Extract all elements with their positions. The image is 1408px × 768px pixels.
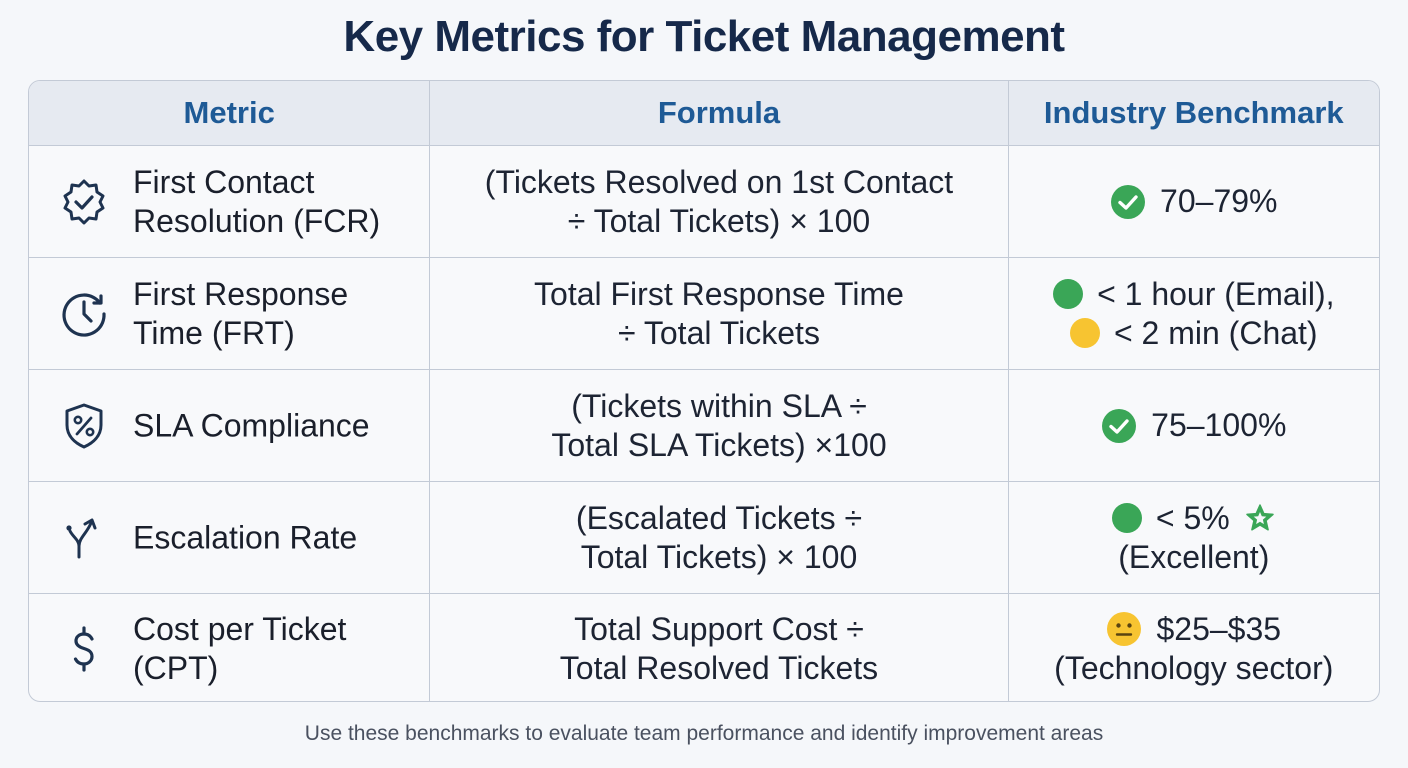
benchmark-cell: 75–100% <box>1009 370 1379 481</box>
benchmark-value: < 5% <box>1155 499 1230 536</box>
formula-text: (Escalated Tickets ÷ Total Tickets) × 10… <box>575 499 863 575</box>
formula-text: (Tickets within SLA ÷ Total SLA Tickets)… <box>551 387 887 463</box>
green-status-dot <box>1053 279 1084 309</box>
metric-cell: First Response Time (FRT) <box>29 258 431 369</box>
benchmark-value: $25–$35 <box>1156 610 1282 647</box>
table-header-row: Metric Formula Industry Benchmark <box>29 81 1379 145</box>
formula-cell: (Escalated Tickets ÷ Total Tickets) × 10… <box>430 482 1009 593</box>
formula-cell: Total First Response Time ÷ Total Ticket… <box>430 258 1009 369</box>
formula-cell: (Tickets within SLA ÷ Total SLA Tickets)… <box>430 370 1009 481</box>
green-status-dot <box>1111 503 1142 533</box>
benchmark-value: 75–100% <box>1151 407 1287 443</box>
footer-note: Use these benchmarks to evaluate team pe… <box>304 722 1104 745</box>
clock-icon <box>62 292 106 337</box>
table-row: First Response Time (FRT) Total First Re… <box>29 257 1379 369</box>
formula-text: (Tickets Resolved on 1st Contact ÷ Total… <box>484 163 954 239</box>
metric-name: Cost per Ticket (CPT) <box>133 610 347 686</box>
metric-name: First Response Time (FRT) <box>133 275 349 351</box>
formula-cell: Total Support Cost ÷ Total Resolved Tick… <box>430 594 1009 701</box>
yellow-status-dot <box>1069 318 1100 348</box>
metric-cell: First Contact Resolution (FCR) <box>29 146 431 257</box>
benchmark-cell: $25–$35 (Technology sector) <box>1009 594 1379 701</box>
table-row: Cost per Ticket (CPT) Total Support Cost… <box>29 593 1379 701</box>
benchmark-value: < 2 min (Chat) <box>1113 314 1318 351</box>
benchmark-cell: 70–79% <box>1009 146 1379 257</box>
benchmark-cell: < 5% (Excellent) <box>1009 482 1379 593</box>
benchmark-value: < 1 hour (Email), <box>1097 275 1335 312</box>
badge-check-icon <box>63 179 105 224</box>
metric-cell: SLA Compliance <box>29 370 431 481</box>
formula-cell: (Tickets Resolved on 1st Contact ÷ Total… <box>430 146 1009 257</box>
table-row: SLA Compliance (Tickets within SLA ÷ Tot… <box>29 369 1379 481</box>
benchmark-note: (Excellent) <box>1118 538 1270 575</box>
metric-cell: Cost per Ticket (CPT) <box>29 594 431 701</box>
table-row: Escalation Rate (Escalated Tickets ÷ Tot… <box>29 481 1379 593</box>
metrics-table: Metric Formula Industry Benchmark First … <box>28 80 1380 702</box>
metric-name: SLA Compliance <box>133 407 370 443</box>
table-row: First Contact Resolution (FCR) (Tickets … <box>29 145 1379 257</box>
formula-text: Total Support Cost ÷ Total Resolved Tick… <box>559 610 879 686</box>
benchmark-cell: < 1 hour (Email), < 2 min (Chat) <box>1009 258 1379 369</box>
metric-name: First Contact Resolution (FCR) <box>133 163 381 239</box>
column-header-formula: Formula <box>430 81 1009 145</box>
shield-percent-icon <box>65 403 103 448</box>
column-header-metric: Metric <box>29 81 431 145</box>
benchmark-note: (Technology sector) <box>1054 649 1334 686</box>
dollar-icon <box>73 625 94 672</box>
metric-cell: Escalation Rate <box>29 482 431 593</box>
neutral-face-icon <box>1107 612 1142 646</box>
escalation-arrow-icon <box>66 518 97 558</box>
metric-name: Escalation Rate <box>133 519 358 555</box>
benchmark-value: 70–79% <box>1160 183 1278 219</box>
check-circle-icon <box>1102 408 1137 443</box>
star-icon <box>1245 504 1274 531</box>
column-header-benchmark: Industry Benchmark <box>1043 95 1344 130</box>
check-circle-icon <box>1111 184 1146 219</box>
formula-text: Total First Response Time ÷ Total Ticket… <box>534 275 904 351</box>
page-title: Key Metrics for Ticket Management <box>343 12 1065 61</box>
